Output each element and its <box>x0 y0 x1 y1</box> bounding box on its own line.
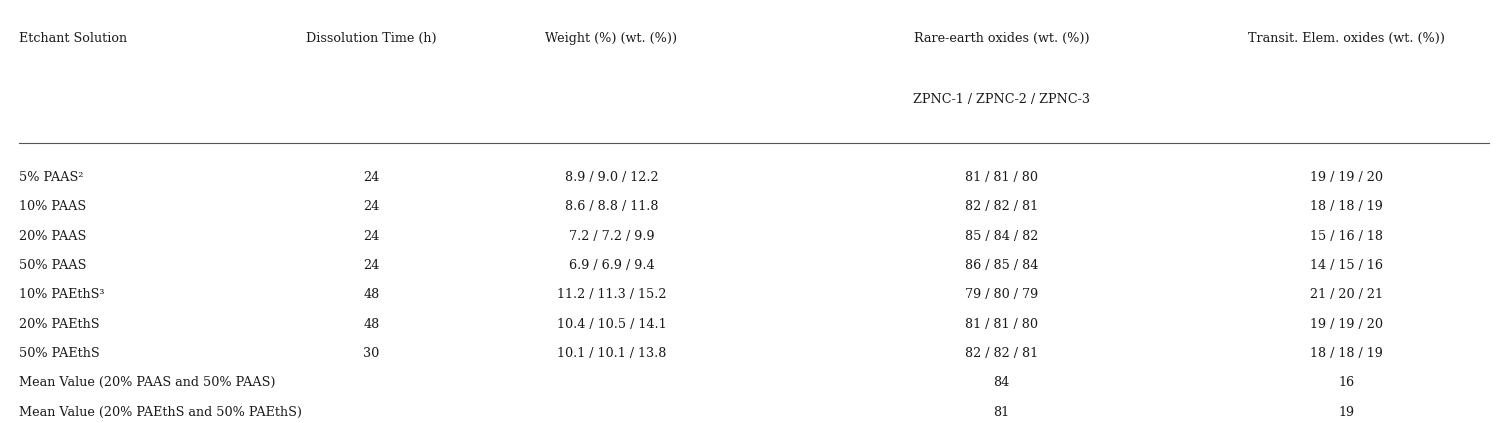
Text: 86 / 85 / 84: 86 / 85 / 84 <box>965 259 1038 272</box>
Text: Transit. Elem. oxides (wt. (%)): Transit. Elem. oxides (wt. (%)) <box>1247 32 1445 45</box>
Text: 8.6 / 8.8 / 11.8: 8.6 / 8.8 / 11.8 <box>566 201 659 213</box>
Text: Mean Value (20% PAAS and 50% PAAS): Mean Value (20% PAAS and 50% PAAS) <box>20 376 276 390</box>
Text: 50% PAEthS: 50% PAEthS <box>20 347 100 360</box>
Text: 48: 48 <box>363 318 380 331</box>
Text: Weight (%) (wt. (%)): Weight (%) (wt. (%)) <box>546 32 677 45</box>
Text: 82 / 82 / 81: 82 / 82 / 81 <box>965 201 1038 213</box>
Text: 20% PAEthS: 20% PAEthS <box>20 318 100 331</box>
Text: 18 / 18 / 19: 18 / 18 / 19 <box>1310 347 1383 360</box>
Text: 81 / 81 / 80: 81 / 81 / 80 <box>965 171 1038 184</box>
Text: 82 / 82 / 81: 82 / 82 / 81 <box>965 347 1038 360</box>
Text: 19 / 19 / 20: 19 / 19 / 20 <box>1310 171 1383 184</box>
Text: 19 / 19 / 20: 19 / 19 / 20 <box>1310 318 1383 331</box>
Text: 24: 24 <box>363 230 380 243</box>
Text: 24: 24 <box>363 171 380 184</box>
Text: 11.2 / 11.3 / 15.2: 11.2 / 11.3 / 15.2 <box>556 288 667 301</box>
Text: 48: 48 <box>363 288 380 301</box>
Text: 8.9 / 9.0 / 12.2: 8.9 / 9.0 / 12.2 <box>564 171 659 184</box>
Text: 84: 84 <box>994 376 1009 390</box>
Text: 18 / 18 / 19: 18 / 18 / 19 <box>1310 201 1383 213</box>
Text: Mean Value (20% PAEthS and 50% PAEthS): Mean Value (20% PAEthS and 50% PAEthS) <box>20 406 302 419</box>
Text: 81: 81 <box>994 406 1009 419</box>
Text: 7.2 / 7.2 / 9.9: 7.2 / 7.2 / 9.9 <box>569 230 654 243</box>
Text: 20% PAAS: 20% PAAS <box>20 230 86 243</box>
Text: Etchant Solution: Etchant Solution <box>20 32 127 45</box>
Text: 85 / 84 / 82: 85 / 84 / 82 <box>965 230 1038 243</box>
Text: 50% PAAS: 50% PAAS <box>20 259 86 272</box>
Text: 6.9 / 6.9 / 9.4: 6.9 / 6.9 / 9.4 <box>569 259 654 272</box>
Text: ZPNC-1 / ZPNC-2 / ZPNC-3: ZPNC-1 / ZPNC-2 / ZPNC-3 <box>912 93 1090 106</box>
Text: 79 / 80 / 79: 79 / 80 / 79 <box>965 288 1038 301</box>
Text: Rare-earth oxides (wt. (%)): Rare-earth oxides (wt. (%)) <box>914 32 1089 45</box>
Text: 24: 24 <box>363 259 380 272</box>
Text: 15 / 16 / 18: 15 / 16 / 18 <box>1310 230 1383 243</box>
Text: 16: 16 <box>1338 376 1354 390</box>
Text: 30: 30 <box>363 347 380 360</box>
Text: 21 / 20 / 21: 21 / 20 / 21 <box>1310 288 1383 301</box>
Text: 81 / 81 / 80: 81 / 81 / 80 <box>965 318 1038 331</box>
Text: 5% PAAS²: 5% PAAS² <box>20 171 83 184</box>
Text: 24: 24 <box>363 201 380 213</box>
Text: 14 / 15 / 16: 14 / 15 / 16 <box>1310 259 1383 272</box>
Text: 10.1 / 10.1 / 13.8: 10.1 / 10.1 / 13.8 <box>556 347 667 360</box>
Text: 10.4 / 10.5 / 14.1: 10.4 / 10.5 / 14.1 <box>556 318 667 331</box>
Text: 10% PAEthS³: 10% PAEthS³ <box>20 288 104 301</box>
Text: 19: 19 <box>1338 406 1354 419</box>
Text: 10% PAAS: 10% PAAS <box>20 201 86 213</box>
Text: Dissolution Time (h): Dissolution Time (h) <box>306 32 437 45</box>
